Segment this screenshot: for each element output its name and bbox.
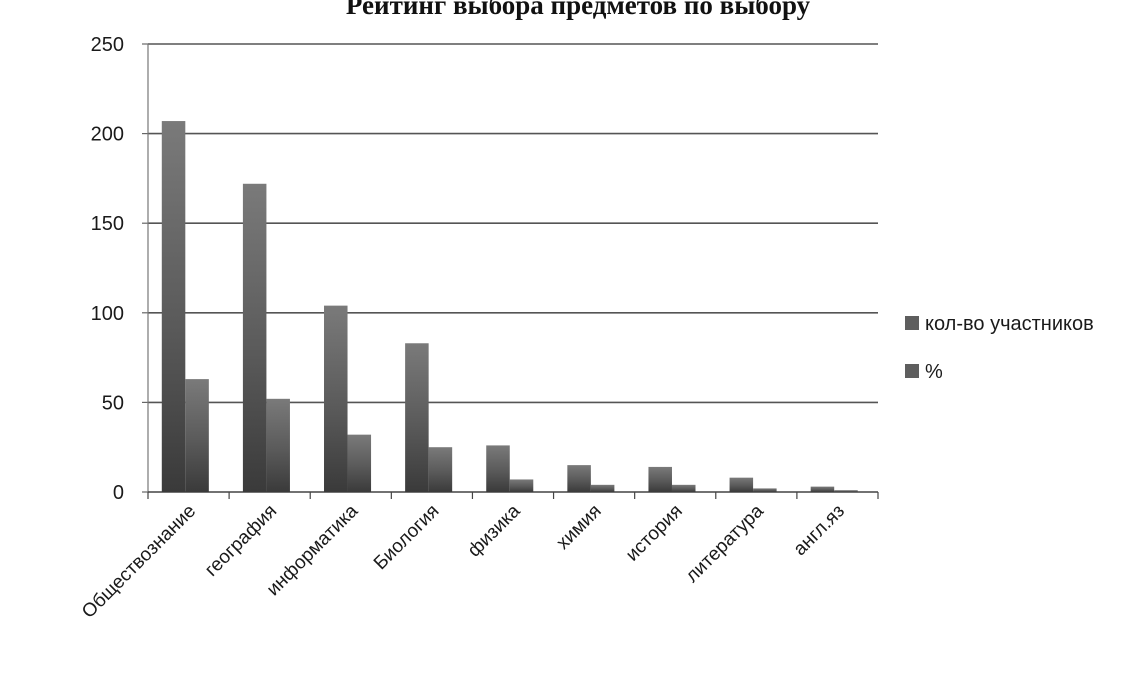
bar-percent: [509, 479, 534, 492]
bar-percent: [347, 434, 372, 492]
bar-percent: [266, 398, 290, 492]
legend: кол-во участников%: [905, 313, 1094, 383]
y-tick-label: 150: [91, 213, 124, 235]
y-tick-label: 200: [91, 124, 124, 146]
bar-percent: [834, 490, 858, 492]
legend-label: кол-во участников: [925, 313, 1094, 335]
bar-percent: [590, 484, 615, 492]
bar-participants: [405, 343, 429, 492]
y-tick-label: 0: [113, 482, 124, 504]
bar-participants: [242, 183, 267, 492]
bars: [161, 121, 858, 492]
bar-participants: [161, 121, 186, 492]
bar-percent: [753, 488, 777, 492]
bar-percent: [428, 447, 453, 492]
bar-percent: [671, 484, 696, 492]
bar-participants: [567, 465, 591, 492]
y-tick-label: 50: [102, 392, 124, 414]
y-tick-label: 250: [91, 34, 124, 56]
legend-swatch: [905, 364, 919, 378]
bar-participants: [648, 466, 672, 492]
bar-percent: [185, 379, 209, 492]
legend-swatch: [905, 316, 919, 330]
y-tick-label: 100: [91, 303, 124, 325]
legend-label: %: [925, 361, 943, 383]
bar-participants: [486, 445, 510, 492]
bar-participants: [324, 305, 348, 492]
bar-participants: [810, 486, 835, 492]
bar-participants: [729, 477, 754, 492]
chart-title: Рейтинг выбора предметов по выбору: [346, 0, 811, 20]
y-axis-ticks: 0 50 100 150 200 250: [91, 34, 124, 504]
